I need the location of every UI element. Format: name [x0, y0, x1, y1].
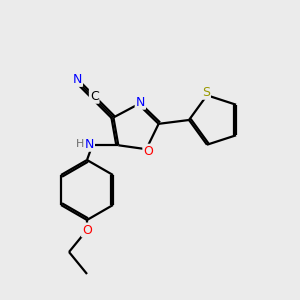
- Text: C: C: [90, 90, 99, 103]
- Text: N: N: [136, 96, 145, 109]
- Text: O: O: [82, 224, 92, 236]
- Text: H: H: [76, 139, 85, 149]
- Text: S: S: [202, 86, 210, 99]
- Text: O: O: [143, 145, 153, 158]
- Text: N: N: [73, 73, 82, 86]
- Text: N: N: [85, 138, 94, 151]
